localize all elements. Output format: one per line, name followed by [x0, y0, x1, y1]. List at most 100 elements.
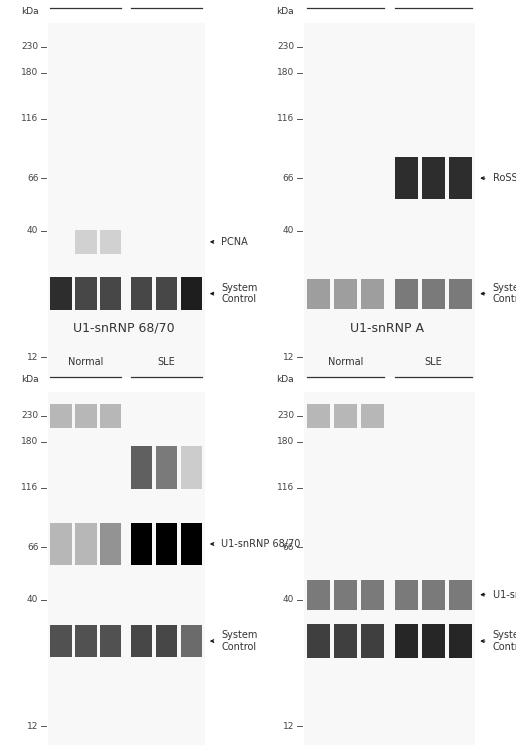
Bar — [361, 624, 384, 657]
Bar — [156, 277, 178, 310]
Text: System
Control: System Control — [493, 283, 516, 304]
Bar — [449, 157, 472, 200]
Bar — [75, 404, 96, 428]
Bar — [181, 458, 202, 479]
Bar — [50, 277, 72, 310]
Bar — [100, 404, 121, 428]
Bar — [100, 230, 121, 254]
Bar — [395, 580, 418, 610]
Bar — [181, 446, 202, 469]
Text: 116: 116 — [277, 483, 294, 492]
Bar — [449, 624, 472, 657]
Bar — [181, 277, 202, 310]
Bar — [100, 277, 121, 310]
Text: 230: 230 — [277, 42, 294, 51]
Text: 40: 40 — [27, 596, 38, 604]
Bar — [48, 392, 204, 745]
Bar — [361, 580, 384, 610]
Bar — [75, 277, 96, 310]
Bar — [361, 404, 384, 428]
Text: kDa: kDa — [21, 376, 38, 385]
Bar — [131, 471, 152, 489]
Text: U1-snRNP 68/70: U1-snRNP 68/70 — [221, 539, 300, 549]
Bar — [50, 404, 72, 428]
Bar — [131, 458, 152, 479]
Text: 116: 116 — [277, 114, 294, 123]
Bar — [422, 624, 445, 657]
Text: System
Control: System Control — [221, 630, 257, 652]
Text: 12: 12 — [27, 722, 38, 731]
Text: PCNA: PCNA — [221, 237, 248, 247]
Bar — [449, 580, 472, 610]
Bar — [50, 523, 72, 566]
Text: 230: 230 — [277, 411, 294, 420]
Text: 40: 40 — [27, 227, 38, 235]
Bar — [156, 446, 178, 469]
Text: 230: 230 — [21, 42, 38, 51]
Text: U1-snRNP A: U1-snRNP A — [350, 322, 424, 335]
Text: System
Control: System Control — [221, 283, 257, 304]
Text: kDa: kDa — [277, 376, 294, 385]
Text: 180: 180 — [277, 69, 294, 78]
Text: kDa: kDa — [21, 7, 38, 16]
Bar — [422, 157, 445, 200]
Text: 12: 12 — [283, 353, 294, 362]
Bar — [307, 580, 330, 610]
Text: U1-snRNP 68/70: U1-snRNP 68/70 — [73, 322, 174, 335]
Bar — [334, 404, 358, 428]
Bar — [181, 625, 202, 657]
Text: 40: 40 — [283, 596, 294, 604]
Bar — [131, 446, 152, 469]
Bar — [48, 23, 204, 376]
Text: 66: 66 — [27, 543, 38, 552]
Text: RoSS-A: RoSS-A — [493, 173, 516, 183]
Bar — [156, 471, 178, 489]
Bar — [100, 625, 121, 657]
Text: 12: 12 — [283, 722, 294, 731]
Bar — [395, 624, 418, 657]
Bar — [307, 404, 330, 428]
Text: Normal: Normal — [328, 357, 363, 367]
Bar — [334, 279, 358, 309]
Bar — [422, 279, 445, 309]
Text: Normal: Normal — [68, 357, 104, 367]
Text: 12: 12 — [27, 353, 38, 362]
Bar — [307, 279, 330, 309]
Bar — [75, 523, 96, 566]
Text: 180: 180 — [21, 69, 38, 78]
Bar — [181, 523, 202, 566]
Bar — [181, 471, 202, 489]
Bar — [304, 23, 475, 376]
Bar — [156, 523, 178, 566]
Bar — [131, 523, 152, 566]
Bar — [395, 279, 418, 309]
Text: 116: 116 — [21, 483, 38, 492]
Bar — [156, 458, 178, 479]
Text: System
Control: System Control — [493, 630, 516, 652]
Bar — [50, 625, 72, 657]
Bar — [334, 580, 358, 610]
Bar — [304, 392, 475, 745]
Bar — [156, 625, 178, 657]
Text: 66: 66 — [27, 174, 38, 183]
Text: U1-snRNP A: U1-snRNP A — [493, 590, 516, 599]
Bar — [131, 277, 152, 310]
Text: 66: 66 — [283, 174, 294, 183]
Bar — [75, 230, 96, 254]
Bar — [449, 279, 472, 309]
Text: 230: 230 — [21, 411, 38, 420]
Text: 116: 116 — [21, 114, 38, 123]
Text: SLE: SLE — [425, 357, 442, 367]
Bar — [334, 624, 358, 657]
Bar — [361, 279, 384, 309]
Text: 40: 40 — [283, 227, 294, 235]
Bar — [100, 523, 121, 566]
Text: 66: 66 — [283, 543, 294, 552]
Text: 180: 180 — [277, 437, 294, 447]
Bar — [131, 625, 152, 657]
Text: kDa: kDa — [277, 7, 294, 16]
Bar — [422, 580, 445, 610]
Bar — [75, 625, 96, 657]
Bar — [307, 624, 330, 657]
Text: SLE: SLE — [158, 357, 175, 367]
